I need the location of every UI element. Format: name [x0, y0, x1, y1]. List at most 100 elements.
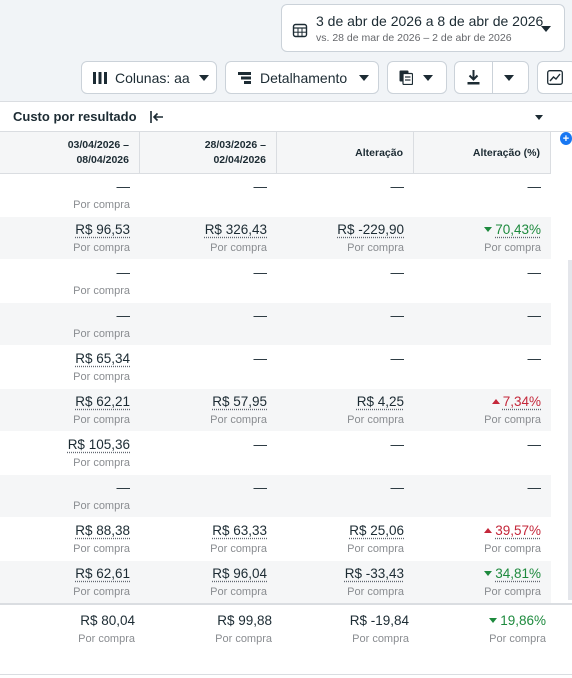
- cell-current-unit: Por compra: [73, 199, 130, 211]
- cell-change-unit: Por compra: [347, 414, 404, 426]
- columns-button[interactable]: Colunas: aa: [81, 61, 217, 94]
- header-change-pct: Alteração (%): [473, 146, 540, 161]
- chart-button[interactable]: [537, 61, 572, 94]
- cell-previous-value: —: [254, 179, 268, 194]
- cell-current-value[interactable]: R$ 65,34: [75, 351, 130, 366]
- metric-dropdown-icon[interactable]: [535, 115, 543, 120]
- add-column-icon[interactable]: +: [560, 132, 572, 145]
- table-header: 03/04/2026 – 08/04/2026 28/03/2026 – 02/…: [0, 132, 551, 174]
- cell-pct-text: 7,34%: [503, 394, 541, 409]
- cell-change-value: —: [391, 308, 405, 323]
- column-header-current[interactable]: 03/04/2026 – 08/04/2026: [0, 132, 140, 174]
- table-row: — Por compra — — —: [0, 174, 551, 217]
- table-row: — Por compra — — —: [0, 303, 551, 346]
- cell-previous-value[interactable]: R$ 96,04: [212, 566, 267, 581]
- chevron-down-icon[interactable]: [504, 75, 514, 81]
- header-previous-line1: 28/03/2026 –: [205, 138, 266, 153]
- cell-current: — Por compra: [0, 260, 140, 303]
- cell-current: — Por compra: [0, 303, 140, 346]
- cell-current-value[interactable]: R$ 105,36: [68, 437, 130, 452]
- cell-previous-value[interactable]: R$ 63,33: [212, 523, 267, 538]
- cell-change: R$ -229,90 Por compra: [277, 217, 414, 260]
- cell-change: —: [277, 432, 414, 475]
- cell-current-value[interactable]: R$ 96,53: [75, 222, 130, 237]
- cell-previous-value[interactable]: R$ 326,43: [205, 222, 267, 237]
- column-header-previous[interactable]: 28/03/2026 – 02/04/2026: [140, 132, 277, 174]
- cell-change-unit: Por compra: [347, 543, 404, 555]
- cell-current-value[interactable]: R$ 62,61: [75, 566, 130, 581]
- total-current-value: R$ 80,04: [80, 613, 135, 628]
- total-previous-unit: Por compra: [215, 633, 272, 645]
- cell-change-value: —: [391, 437, 405, 452]
- cell-change-value: —: [391, 351, 405, 366]
- cell-pct-value[interactable]: 70,43%: [484, 222, 541, 237]
- cell-change-value[interactable]: R$ -33,43: [345, 566, 404, 581]
- export-button[interactable]: [454, 61, 529, 94]
- total-pct-value: 19,86%: [489, 613, 546, 628]
- table-row: R$ 88,38 Por compra R$ 63,33 Por compra R$ 2…: [0, 518, 551, 561]
- cell-previous-value[interactable]: R$ 57,95: [212, 394, 267, 409]
- total-pct-text: 19,86%: [500, 613, 546, 628]
- column-header-change-pct[interactable]: Alteração (%): [414, 132, 551, 174]
- cell-current-unit: Por compra: [73, 328, 130, 340]
- cell-change: R$ -33,43 Por compra: [277, 561, 414, 604]
- cell-current: R$ 88,38 Por compra: [0, 518, 140, 561]
- cell-previous: R$ 57,95 Por compra: [140, 389, 277, 432]
- scrollbar[interactable]: [568, 260, 572, 600]
- cell-pct-value[interactable]: 39,57%: [484, 523, 541, 538]
- total-change-unit: Por compra: [352, 633, 409, 645]
- reports-button[interactable]: [387, 61, 447, 94]
- cell-current-unit: Por compra: [73, 500, 130, 512]
- cell-change-value[interactable]: R$ -229,90: [337, 222, 404, 237]
- cell-pct-value[interactable]: 7,34%: [492, 394, 541, 409]
- cell-previous-value: —: [254, 480, 268, 495]
- cell-previous-unit: Por compra: [210, 414, 267, 426]
- cell-change: —: [277, 260, 414, 303]
- cell-current-value[interactable]: R$ 62,21: [75, 394, 130, 409]
- totals-row: R$ 80,04 Por compra R$ 99,88 Por compra …: [0, 603, 572, 675]
- cell-change: R$ 4,25 Por compra: [277, 389, 414, 432]
- collapse-left-icon[interactable]: [150, 111, 164, 123]
- table-row: R$ 96,53 Por compra R$ 326,43 Por compra R$ …: [0, 217, 551, 260]
- cell-pct-unit: Por compra: [484, 586, 541, 598]
- cell-pct-value: —: [528, 351, 542, 366]
- cell-pct: 7,34% Por compra: [414, 389, 551, 432]
- cell-previous-value: —: [254, 437, 268, 452]
- cell-current-value[interactable]: R$ 88,38: [75, 523, 130, 538]
- header-previous-line2: 02/04/2026: [213, 153, 266, 168]
- cell-change: —: [277, 346, 414, 389]
- cell-pct-value[interactable]: 34,81%: [484, 566, 541, 581]
- total-previous-cell: R$ 99,88 Por compra: [145, 605, 282, 675]
- cell-pct-text: 39,57%: [495, 523, 541, 538]
- total-pct-cell: 19,86% Por compra: [419, 605, 556, 675]
- cell-current-unit: Por compra: [73, 457, 130, 469]
- cell-change-value[interactable]: R$ 25,06: [349, 523, 404, 538]
- cell-change-value[interactable]: R$ 4,25: [357, 394, 404, 409]
- decrease-arrow-icon: [484, 227, 492, 232]
- column-header-change[interactable]: Alteração: [277, 132, 414, 174]
- breakdown-button[interactable]: Detalhamento: [225, 61, 379, 94]
- cell-previous: —: [140, 303, 277, 346]
- cell-previous: R$ 63,33 Por compra: [140, 518, 277, 561]
- cell-current-value: —: [117, 308, 131, 323]
- cell-pct-value: —: [528, 265, 542, 280]
- cell-current-value: —: [117, 265, 131, 280]
- table-row: R$ 62,21 Por compra R$ 57,95 Por compra R$ 4…: [0, 389, 551, 432]
- cell-pct: —: [414, 303, 551, 346]
- cell-previous: —: [140, 432, 277, 475]
- cell-pct: 70,43% Por compra: [414, 217, 551, 260]
- cell-previous-unit: Por compra: [210, 242, 267, 254]
- date-range-picker[interactable]: 3 de abr de 2026 a 8 de abr de 2026 vs. …: [281, 4, 565, 52]
- metric-filter-row: Custo por resultado: [0, 102, 572, 132]
- cell-current-value: —: [117, 179, 131, 194]
- download-icon: [467, 70, 480, 85]
- cell-pct: —: [414, 432, 551, 475]
- chevron-down-icon: [199, 75, 209, 81]
- cell-previous: —: [140, 174, 277, 217]
- table-row: — Por compra — — —: [0, 475, 551, 518]
- cell-previous-value: —: [254, 265, 268, 280]
- total-pct-unit: Por compra: [489, 633, 546, 645]
- total-current-unit: Por compra: [78, 633, 135, 645]
- cell-current: R$ 62,21 Por compra: [0, 389, 140, 432]
- cell-previous: R$ 326,43 Por compra: [140, 217, 277, 260]
